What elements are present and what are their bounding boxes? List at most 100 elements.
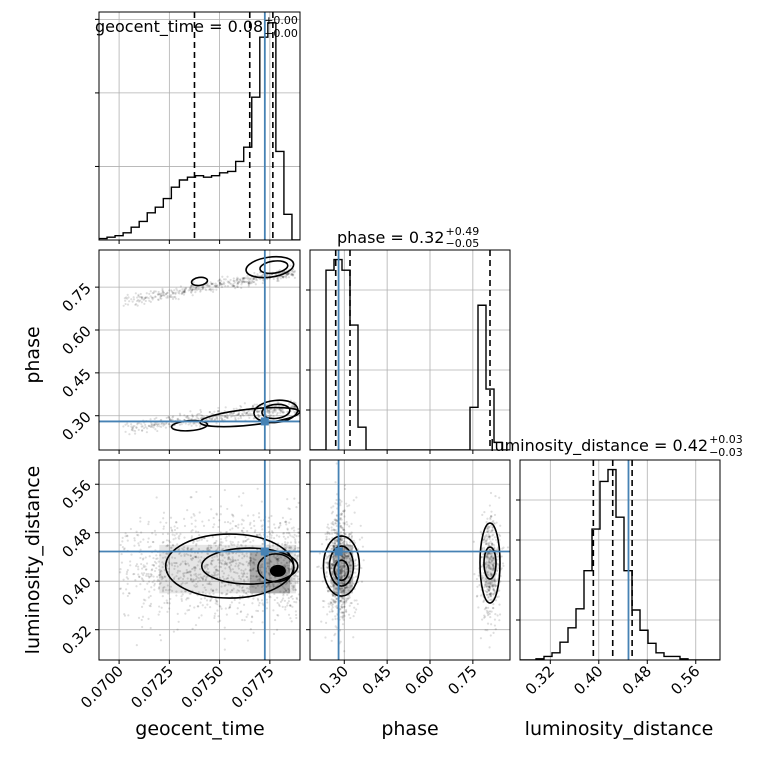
sample-point [184,590,187,593]
sample-point [334,502,337,505]
sample-point [288,569,291,572]
sample-point [353,599,356,602]
sample-point [212,288,215,291]
sample-point [192,512,195,516]
sample-point [220,561,223,565]
sample-point [272,410,275,414]
sample-point [345,542,348,546]
sample-point [246,576,249,579]
sample-point [335,524,338,528]
sample-point [486,555,489,558]
sample-point [201,288,204,291]
sample-point [250,409,253,412]
sample-point [485,535,489,538]
sample-point [485,555,488,558]
sample-point [250,553,253,556]
sample-point [252,560,255,564]
sample-point [249,568,253,571]
sample-point [241,586,244,590]
sample-point [350,537,353,540]
sample-point [335,556,338,560]
sample-point [273,408,276,411]
sample-point [293,600,296,604]
sample-point [331,520,335,524]
sample-point [185,568,188,572]
sample-point [348,557,352,560]
sample-point [162,291,166,295]
sample-point [237,563,240,567]
sample-point [489,567,493,571]
sample-point [240,572,243,575]
xtick-label-phase-1: 0.45 [359,662,395,698]
sample-point [218,543,221,547]
sample-point [225,539,228,542]
sample-point [493,578,496,581]
sample-point [155,554,158,557]
sample-point [343,570,347,574]
sample-point [338,577,342,580]
sample-point [340,591,343,595]
sample-point [139,583,142,586]
sample-point [253,561,256,564]
sample-point [195,424,198,427]
sample-point [162,562,165,565]
sample-point [342,616,345,619]
sample-point [488,542,491,545]
sample-point [184,287,187,290]
sample-point [330,562,333,565]
title-phase-sub: −0.05 [445,237,479,250]
sample-point [492,593,495,596]
sample-point [288,532,291,535]
sample-point [340,587,343,590]
sample-point [249,563,252,566]
sample-point [334,519,337,522]
sample-point [332,505,335,508]
sample-point [284,608,287,611]
sample-point [331,585,334,588]
sample-point [339,504,342,507]
sample-point [266,409,270,413]
sample-point [279,556,283,559]
sample-point [213,614,216,618]
sample-point [293,405,296,408]
sample-point [136,423,139,426]
sample-point [210,413,213,416]
sample-point [224,567,227,570]
sample-point [323,600,326,603]
sample-point [153,588,156,591]
scatter-phase-vs-luminosity-distance [316,462,510,653]
ytick-label-phase-2: 0.60 [58,322,94,358]
sample-point [288,580,291,583]
sample-point [137,565,140,568]
sample-point [345,586,348,589]
sample-point [328,610,331,613]
sample-point [223,521,227,524]
sample-point [134,303,138,306]
sample-point [137,293,140,296]
sample-point [197,616,201,619]
sample-point [484,562,487,565]
sample-point [265,571,268,574]
sample-point [163,423,166,426]
sample-point [341,600,344,603]
sample-point [152,564,156,567]
sample-point [236,280,240,283]
sample-point [281,410,284,413]
sample-point [189,496,192,499]
sample-point [489,518,492,521]
sample-point [347,544,350,547]
sample-point [278,268,281,272]
sample-point [340,571,343,575]
sample-point [242,526,245,530]
sample-point [277,526,280,529]
sample-point [128,592,131,595]
sample-point [153,417,156,421]
sample-point [348,525,351,528]
sample-point [219,538,223,541]
sample-point [126,582,129,585]
sample-point [138,575,141,578]
sample-point [485,571,488,574]
sample-point [219,543,223,547]
sample-point [477,606,480,609]
sample-point [197,560,200,563]
